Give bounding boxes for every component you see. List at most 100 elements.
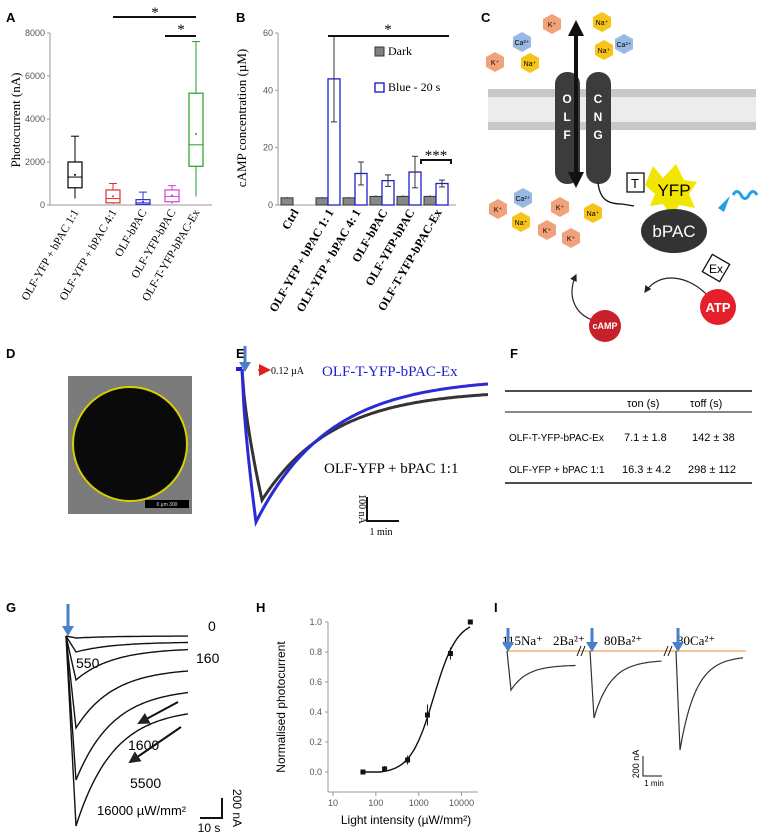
h-data-point (424, 712, 430, 718)
h-x-tick-label: 100 (368, 798, 383, 808)
i-break-1 (576, 645, 586, 657)
ion-top-label: Ca²⁺ (515, 40, 530, 47)
b-legend-swatch-blue (374, 82, 385, 93)
b-y-label: cAMP concentration (µM) (234, 49, 249, 187)
g-trace (65, 635, 189, 731)
ion-bottom-label: Na⁺ (587, 211, 600, 218)
f-row2-toff: 298 ± 112 (688, 464, 736, 476)
g-label-160: 160 (196, 650, 220, 666)
t-tag-box (626, 172, 645, 193)
g-arrow-5500 (128, 726, 182, 764)
ion-bottom-label: Ca²⁺ (516, 196, 531, 203)
a-mean-point (195, 133, 197, 136)
bpac-enzyme (641, 209, 707, 253)
i-arrow-3-icon (672, 642, 684, 652)
g-label-1600: 1600 (128, 737, 159, 753)
ion-bottom (512, 212, 530, 232)
h-data-point (405, 757, 411, 763)
panel-label-f: F (510, 346, 518, 361)
ion-top (615, 34, 633, 54)
g-trace (65, 635, 189, 781)
atp-molecule (700, 289, 736, 325)
b-bar-dark (423, 195, 437, 206)
h-y-tick-label: 0.4 (309, 707, 322, 717)
panel-h-dose-response: Normalised photocurrent Light intensity … (274, 617, 478, 827)
g-label-16000: 16000 µW/mm² (97, 803, 187, 818)
ion-bottom (562, 228, 580, 248)
e-trace-olf-yfp-bpac (240, 368, 489, 504)
i-label-80ba: 80Ba²⁺ (604, 633, 642, 648)
ion-bottom-label: K⁺ (494, 207, 503, 214)
a-mean-point (142, 200, 144, 203)
g-label-550: 550 (76, 655, 100, 671)
i-trace (675, 650, 744, 751)
camp-label: cAMP (592, 321, 617, 331)
i-scale-bar (642, 756, 662, 777)
a-y-tick-label: 6000 (25, 71, 45, 81)
g-label-5500: 5500 (130, 775, 161, 791)
ion-bottom (551, 197, 569, 217)
a-sig-star-2: * (177, 22, 185, 38)
d-oocyte (72, 386, 188, 502)
panel-a-boxplot: Photocurrent (nA) 02000400060008000OLF-Y… (8, 5, 212, 304)
h-y-tick-label: 1.0 (309, 617, 322, 627)
olf-channel (555, 72, 580, 184)
a-y-tick-label: 8000 (25, 28, 45, 38)
b-bar-dark (280, 197, 294, 206)
panel-b-barchart: cAMP concentration (µM) Dark Blue - 20 s… (234, 22, 456, 314)
h-y-tick-label: 0.0 (309, 767, 322, 777)
ion-bottom (538, 220, 556, 240)
panel-label-g: G (6, 600, 16, 615)
b-y-tick-label: 0 (268, 200, 273, 210)
atp-to-camp-arrow (644, 277, 709, 297)
ion-top-label: Na⁺ (524, 61, 537, 68)
b-bar-dark (315, 197, 329, 206)
h-x-label: Light intensity (µW/mm²) (341, 813, 471, 827)
b-y-tick-label: 40 (263, 85, 273, 95)
panel-label-b: B (236, 10, 245, 25)
h-fit-curve (363, 626, 471, 773)
g-scale-y: 200 nA (230, 789, 244, 827)
a-y-tick-label: 2000 (25, 157, 45, 167)
panel-label-h: H (256, 600, 265, 615)
h-x-tick-label: 10 (328, 798, 338, 808)
panel-label-i: I (494, 600, 498, 615)
panel-c-schematic: O L F C N G T YFP bPAC Ex cAMP ATP K⁺ Ca²… (486, 12, 759, 342)
camp-molecule (589, 310, 621, 342)
e-scale-x: 1 min (369, 527, 392, 538)
a-sig-star-1: * (151, 5, 159, 21)
f-header-toff: τoff (s) (690, 398, 722, 410)
i-scale-y: 200 nA (631, 750, 641, 779)
h-x-tick-label: 10000 (449, 798, 474, 808)
panel-f-kinetics-table: τon (s) τoff (s) OLF-T-YFP-bPAC-Ex 7.1 ±… (505, 390, 752, 484)
t-tag-label: T (631, 176, 639, 191)
ion-bottom (489, 199, 507, 219)
e-light-arrow-icon (239, 362, 251, 372)
d-scale-bar (145, 500, 189, 508)
ion-top (595, 40, 613, 60)
g-light-arrow-icon (62, 626, 74, 636)
ion-top-label: Na⁺ (596, 20, 609, 27)
ex-tag-label: Ex (709, 262, 723, 276)
h-data-point (382, 766, 388, 772)
g-scale-x: 10 s (198, 821, 221, 835)
a-box (135, 199, 151, 205)
b-bar-dark (342, 197, 356, 206)
ion-bottom (514, 188, 532, 208)
panel-label-d: D (6, 346, 15, 361)
i-arrow-2-icon (586, 642, 598, 652)
f-row2-name: OLF-YFP + bPAC 1:1 (509, 465, 605, 476)
i-scale-x: 1 min (644, 779, 664, 788)
f-row2-ton: 16.3 ± 4.2 (622, 464, 671, 476)
panel-label-a: A (6, 10, 16, 25)
a-box (164, 189, 180, 203)
b-sig-bar-2 (420, 159, 452, 164)
b-sig-star-1: * (384, 22, 392, 38)
panel-i-ion-traces: 115Na⁺ 2Ba²⁺ 80Ba²⁺ 80Ca²⁺ 200 nA 1 min (502, 628, 746, 788)
b-bar-dark (369, 195, 383, 206)
b-y-tick-label: 60 (263, 28, 273, 38)
g-label-0: 0 (208, 618, 216, 634)
ion-bottom-label: Na⁺ (515, 220, 528, 227)
g-trace (65, 635, 188, 639)
